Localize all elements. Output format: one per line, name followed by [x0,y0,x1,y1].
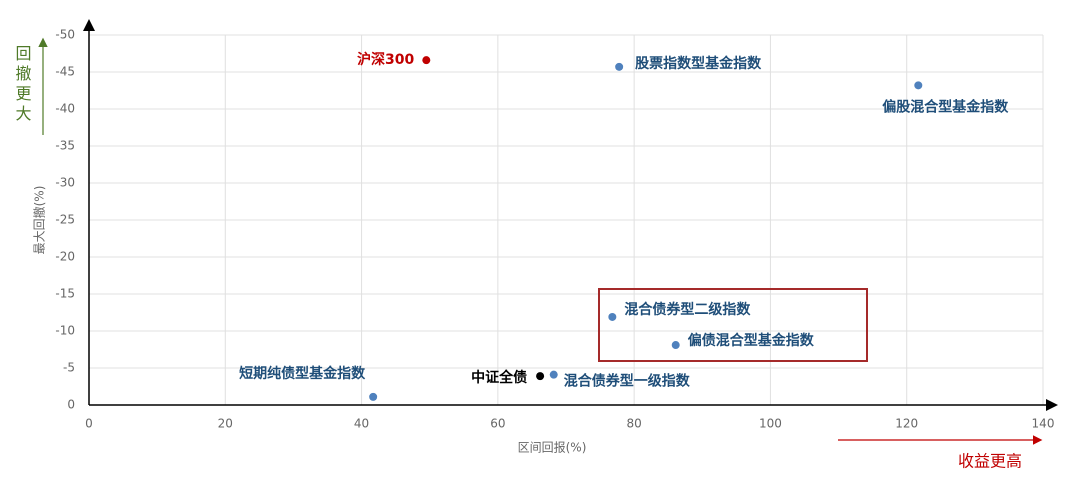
x-tick-label: 120 [895,417,918,431]
x-tick-label: 20 [218,417,233,431]
y-tick-label: -45 [55,65,75,79]
point [914,81,923,90]
y-tick-label: -5 [63,361,75,375]
y-tick-label: -30 [55,176,75,190]
point [422,56,431,65]
y-note: 回撤更大 [13,45,32,125]
point [549,370,558,379]
x-tick-label: 0 [85,417,93,431]
point-label: 股票指数型基金指数 [635,55,762,72]
y-tick-label: -50 [55,28,75,42]
point-label: 混合债券型一级指数 [564,373,691,390]
y-tick-label: -20 [55,250,75,264]
x-tick-label: 140 [1032,417,1055,431]
point [615,62,624,71]
y-axis-title: 最大回撤(%) [32,186,47,255]
x-tick-label: 40 [354,417,369,431]
highlight-box [598,288,868,362]
y-tick-label: -10 [55,324,75,338]
point [608,312,617,321]
y-tick-label: -25 [55,213,75,227]
x-tick-label: 100 [759,417,782,431]
y-tick-label: -15 [55,287,75,301]
y-tick-label: -35 [55,139,75,153]
point-label: 短期纯债型基金指数 [239,365,366,382]
point-label: 偏债混合型基金指数 [688,332,815,349]
point [536,372,545,381]
x-tick-label: 60 [490,417,505,431]
point [671,341,680,350]
point-label: 沪深300 [357,51,414,68]
x-axis-title: 区间回报(%) [518,440,587,455]
x-tick-label: 80 [627,417,642,431]
x-note: 收益更高 [958,452,1022,471]
y-tick-label: 0 [67,398,75,412]
point [369,392,378,401]
point-label: 中证全债 [471,369,527,386]
grid [88,34,1044,406]
y-tick-label: -40 [55,102,75,116]
point-label: 偏股混合型基金指数 [882,98,1009,115]
point-label: 混合债券型二级指数 [624,301,751,318]
